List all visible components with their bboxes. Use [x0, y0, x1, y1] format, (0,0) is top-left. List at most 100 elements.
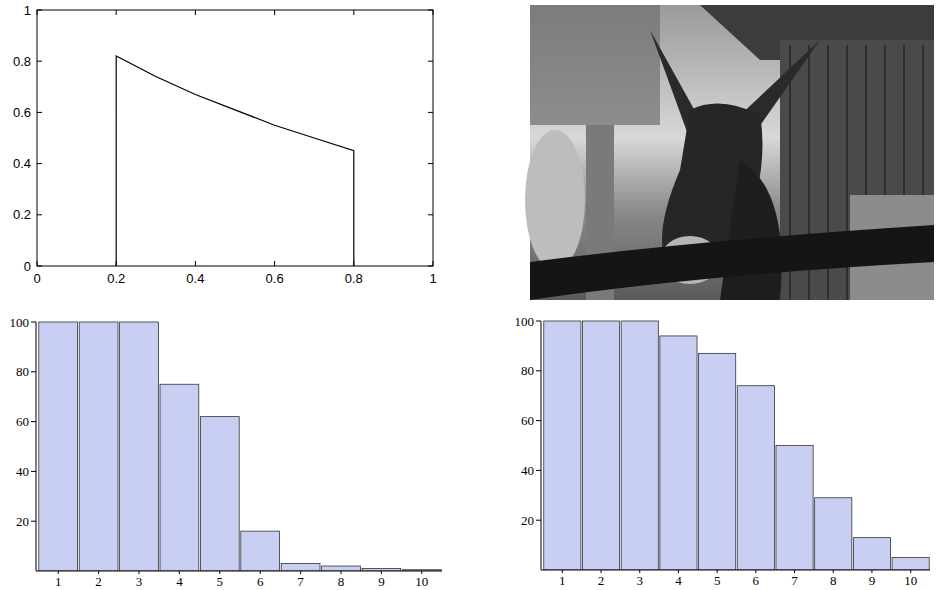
- bar: [737, 386, 774, 570]
- y-tick: [536, 370, 541, 371]
- x-tick-label: 0.4: [186, 271, 204, 286]
- y-tick-label: 0.4: [13, 156, 31, 171]
- y-tick-right: [428, 266, 433, 267]
- x-tick-top: [274, 10, 275, 15]
- y-axis: [36, 322, 37, 571]
- bar: [815, 498, 852, 570]
- x-tick: [274, 261, 275, 266]
- neck: [720, 160, 782, 300]
- y-tick-label: 80: [521, 363, 534, 378]
- x-tick-label: 4: [675, 573, 682, 588]
- y-tick: [31, 371, 36, 372]
- y-tick: [37, 112, 42, 113]
- y-tick: [37, 163, 42, 164]
- bar: [39, 322, 78, 571]
- marks: [544, 321, 929, 570]
- bar: [322, 566, 361, 571]
- x-tick-label: 3: [136, 574, 143, 589]
- x-tick-label: 6: [753, 573, 760, 588]
- x-tick-label: 3: [637, 573, 644, 588]
- y-tick: [536, 470, 541, 471]
- x-tick: [433, 261, 434, 266]
- y-tick-right: [428, 163, 433, 164]
- x-tick-label: 0: [33, 271, 40, 286]
- x-tick-label: 10: [415, 574, 428, 589]
- line-chart: 00.20.40.60.8100.20.40.60.81: [13, 3, 437, 287]
- y-tick: [37, 10, 42, 11]
- x-tick-top: [353, 10, 354, 15]
- bar: [241, 531, 280, 571]
- y-tick: [31, 521, 36, 522]
- x-tick-label: 0.8: [345, 271, 363, 286]
- y-tick: [31, 471, 36, 472]
- y-tick: [37, 61, 42, 62]
- x-tick-label: 8: [830, 573, 837, 588]
- y-tick-label: 100: [515, 314, 535, 329]
- x-tick-label: 1: [429, 271, 436, 286]
- y-tick-right: [428, 214, 433, 215]
- y-tick-label: 0.6: [13, 105, 31, 120]
- curve: [116, 56, 354, 266]
- x-tick-label: 1: [55, 574, 62, 589]
- y-tick-label: 60: [16, 414, 29, 429]
- bar: [281, 564, 320, 571]
- bar: [853, 538, 890, 570]
- x-tick-label: 1: [559, 573, 566, 588]
- x-tick-label: 0.6: [266, 271, 284, 286]
- x-tick-top: [195, 10, 196, 15]
- y-tick-right: [428, 61, 433, 62]
- bar: [660, 336, 697, 570]
- y-tick: [536, 520, 541, 521]
- bar: [621, 321, 658, 570]
- bar: [120, 322, 159, 571]
- y-tick-label: 80: [16, 364, 29, 379]
- x-tick-label: 2: [598, 573, 605, 588]
- y-tick-label: 0: [24, 259, 31, 274]
- y-tick: [31, 421, 36, 422]
- x-tick-label: 2: [95, 574, 102, 589]
- y-tick-label: 20: [16, 514, 29, 529]
- marks: [116, 56, 354, 266]
- y-tick-right: [428, 112, 433, 113]
- x-axis: [36, 571, 442, 572]
- bar: [79, 322, 118, 571]
- x-tick-top: [433, 10, 434, 15]
- x-tick-label: 9: [869, 573, 876, 588]
- y-tick-label: 100: [10, 315, 30, 330]
- plot-frame: [37, 10, 433, 266]
- y-tick: [37, 266, 42, 267]
- x-tick-label: 0.2: [107, 271, 125, 286]
- y-tick-label: 60: [521, 413, 534, 428]
- pipe: [530, 225, 934, 300]
- x-tick-top: [37, 10, 38, 15]
- x-tick-label: 7: [791, 573, 798, 588]
- trees: [530, 5, 660, 125]
- photo: [525, 5, 934, 300]
- y-tick: [536, 321, 541, 322]
- y-tick-right: [428, 10, 433, 11]
- y-tick-label: 20: [521, 513, 534, 528]
- y-tick-label: 0.2: [13, 207, 31, 222]
- x-tick-label: 5: [217, 574, 224, 589]
- photo-ground: [530, 5, 934, 300]
- y-tick: [536, 420, 541, 421]
- figure: 00.20.40.60.8100.20.40.60.81123456789102…: [0, 0, 939, 590]
- x-tick: [195, 261, 196, 266]
- x-tick-label: 10: [904, 573, 917, 588]
- x-tick-label: 4: [176, 574, 183, 589]
- y-tick-label: 40: [16, 464, 29, 479]
- y-axis: [541, 321, 542, 570]
- x-axis: [541, 570, 930, 571]
- y-tick: [31, 322, 36, 323]
- bar: [160, 384, 199, 571]
- bar: [200, 417, 239, 571]
- marks: [39, 322, 441, 571]
- y-tick-label: 40: [521, 463, 534, 478]
- bar: [776, 446, 813, 571]
- bar: [892, 558, 929, 570]
- x-tick-label: 5: [714, 573, 721, 588]
- bar: [544, 321, 581, 570]
- bar-chart: 1 2 3 4 5 6 7 8 9 10 20 40 60 80 100: [515, 314, 931, 589]
- bar: [699, 353, 736, 570]
- y-tick-label: 1: [24, 3, 31, 18]
